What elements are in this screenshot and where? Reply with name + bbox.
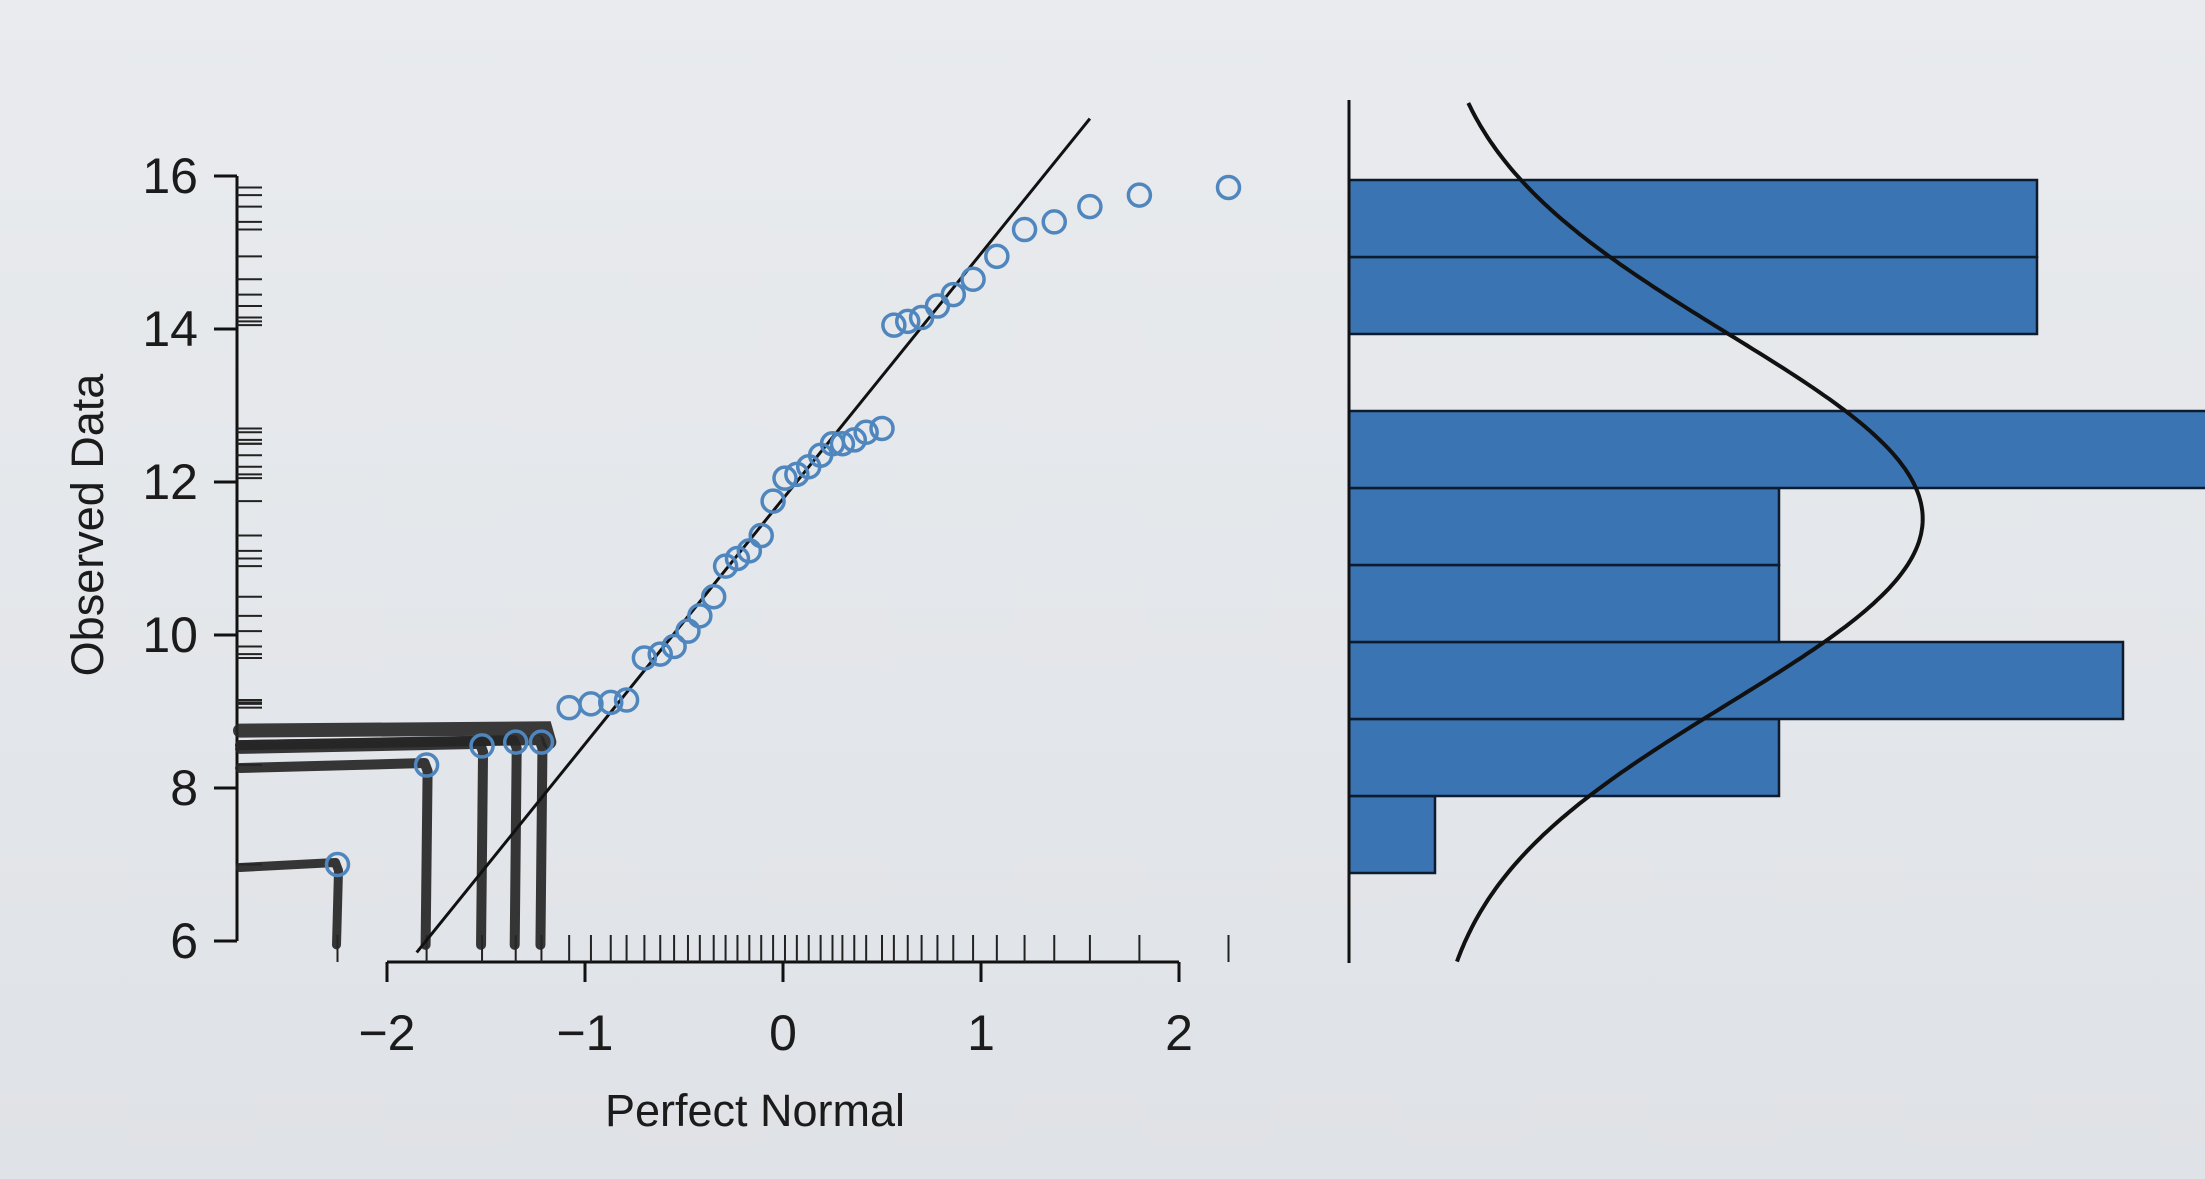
data-points: [324, 174, 1242, 878]
data-point: [578, 691, 604, 717]
y-axis-title: Observed Data: [62, 373, 113, 677]
histogram-bar: [1347, 409, 2205, 490]
y-tick-label: 8: [170, 760, 198, 816]
x-tick-label: 0: [769, 1005, 797, 1061]
histogram-bar: [1347, 640, 2125, 721]
y-tick-label: 6: [170, 913, 198, 969]
histogram-bar: [1347, 486, 1781, 567]
data-point: [528, 729, 555, 755]
histogram: [1347, 100, 2205, 963]
data-point: [597, 689, 624, 716]
marker-stroke: [235, 735, 548, 950]
histogram-bars: [1347, 178, 2205, 875]
data-point: [984, 243, 1010, 270]
x-tick-label: −2: [358, 1005, 415, 1061]
data-point: [469, 733, 495, 759]
data-point: [748, 522, 774, 549]
y-axis: 6 8 10 12 14 16: [142, 148, 239, 969]
normal-curve: [1455, 102, 1925, 963]
data-point: [1126, 182, 1153, 208]
handwritten-marker-strokes: [233, 721, 557, 950]
data-point: [881, 312, 907, 338]
histogram-bar: [1347, 794, 1437, 875]
data-point: [960, 266, 986, 293]
data-point: [324, 851, 351, 878]
x-axis: −2 −1 0 1 2: [358, 960, 1193, 1061]
data-point: [613, 687, 640, 713]
histogram-bar: [1347, 563, 1781, 644]
x-tick-label: 2: [1165, 1005, 1193, 1061]
data-point: [1011, 216, 1038, 243]
reference-line: [415, 117, 1092, 954]
histogram-bar: [1347, 178, 2039, 259]
marker-stroke: [233, 721, 557, 750]
x-tick-label: 1: [967, 1005, 995, 1061]
y-tick-label: 16: [142, 148, 198, 204]
histogram-bar: [1347, 717, 1781, 798]
data-point: [940, 281, 967, 308]
data-point: [687, 603, 713, 629]
x-rug-marks: [336, 935, 1230, 962]
data-point: [829, 431, 856, 457]
data-point: [853, 419, 879, 446]
x-axis-title: Perfect Normal: [605, 1085, 905, 1136]
data-point: [647, 641, 673, 667]
data-point: [661, 633, 687, 660]
y-tick-label: 12: [142, 454, 198, 510]
histogram-bar: [1347, 255, 2039, 336]
data-point: [502, 729, 529, 755]
y-tick-label: 14: [142, 301, 198, 357]
data-point: [631, 645, 658, 671]
data-point: [772, 465, 798, 491]
data-point: [869, 415, 895, 442]
x-tick-label: −1: [556, 1005, 613, 1061]
data-point: [675, 618, 701, 644]
data-point: [556, 694, 582, 721]
data-point: [894, 308, 921, 335]
data-point: [700, 584, 727, 610]
marker-stroke: [235, 858, 343, 950]
data-point: [1077, 193, 1103, 220]
marker-stroke: [235, 758, 433, 950]
y-tick-label: 10: [142, 607, 198, 663]
data-point: [1041, 209, 1068, 235]
data-point: [760, 488, 786, 514]
data-point: [413, 752, 440, 778]
data-point: [1215, 174, 1242, 201]
